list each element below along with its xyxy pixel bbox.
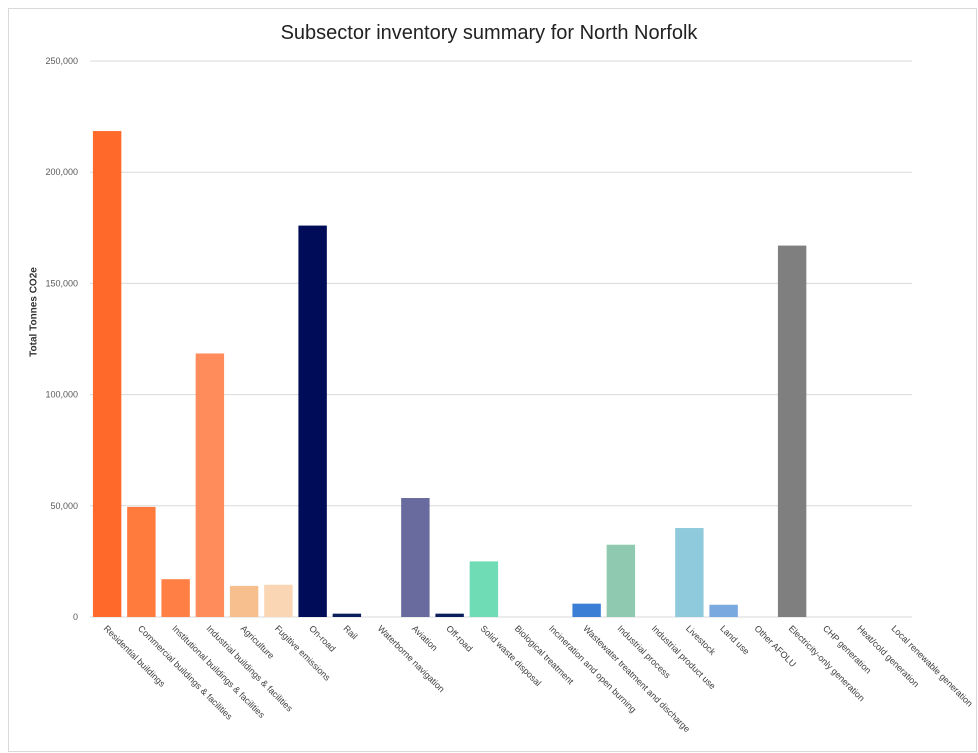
x-tick-label: Off-road (444, 623, 474, 653)
bar (709, 604, 738, 617)
x-tick-label: Solid waste disposal (478, 623, 543, 688)
x-tick-label: Waterborne navigation (376, 623, 447, 694)
gridlines (90, 60, 912, 618)
bar (161, 579, 190, 617)
y-axis-ticks: 0 50,000 100,000 150,000 200,000 250,000 (45, 56, 78, 622)
y-tick-label: 0 (73, 612, 78, 622)
x-tick-label: Biological treatment (513, 623, 576, 686)
bar (332, 613, 362, 617)
chart-title: Subsector inventory summary for North No… (280, 22, 698, 44)
x-tick-label: Aviation (410, 623, 440, 653)
x-tick-label: Heat/cold generation (855, 623, 921, 689)
y-tick-label: 250,000 (45, 56, 78, 66)
y-tick-label: 200,000 (45, 167, 78, 177)
bar (229, 585, 259, 617)
y-tick-label: 150,000 (45, 278, 78, 288)
bar (298, 225, 327, 618)
x-tick-label: Livestock (684, 623, 718, 657)
bar (572, 603, 601, 617)
bar (92, 131, 122, 617)
x-tick-label: Industrial product use (650, 623, 718, 691)
bar (127, 506, 156, 617)
x-tick-label: Rail (341, 623, 359, 641)
bar (264, 584, 293, 617)
x-tick-label: Land use (718, 623, 751, 656)
y-tick-label: 50,000 (50, 501, 78, 511)
bar (435, 613, 464, 617)
bar (606, 544, 636, 617)
bar (195, 353, 225, 617)
chart-frame (8, 8, 977, 752)
bar (469, 561, 499, 617)
bars (92, 131, 807, 618)
bar (675, 528, 704, 617)
y-tick-label: 100,000 (45, 390, 78, 400)
bar (401, 498, 430, 617)
bar (777, 245, 807, 618)
x-tick-label: On-road (307, 623, 337, 653)
x-tick-label: Residential buildings (102, 623, 168, 689)
